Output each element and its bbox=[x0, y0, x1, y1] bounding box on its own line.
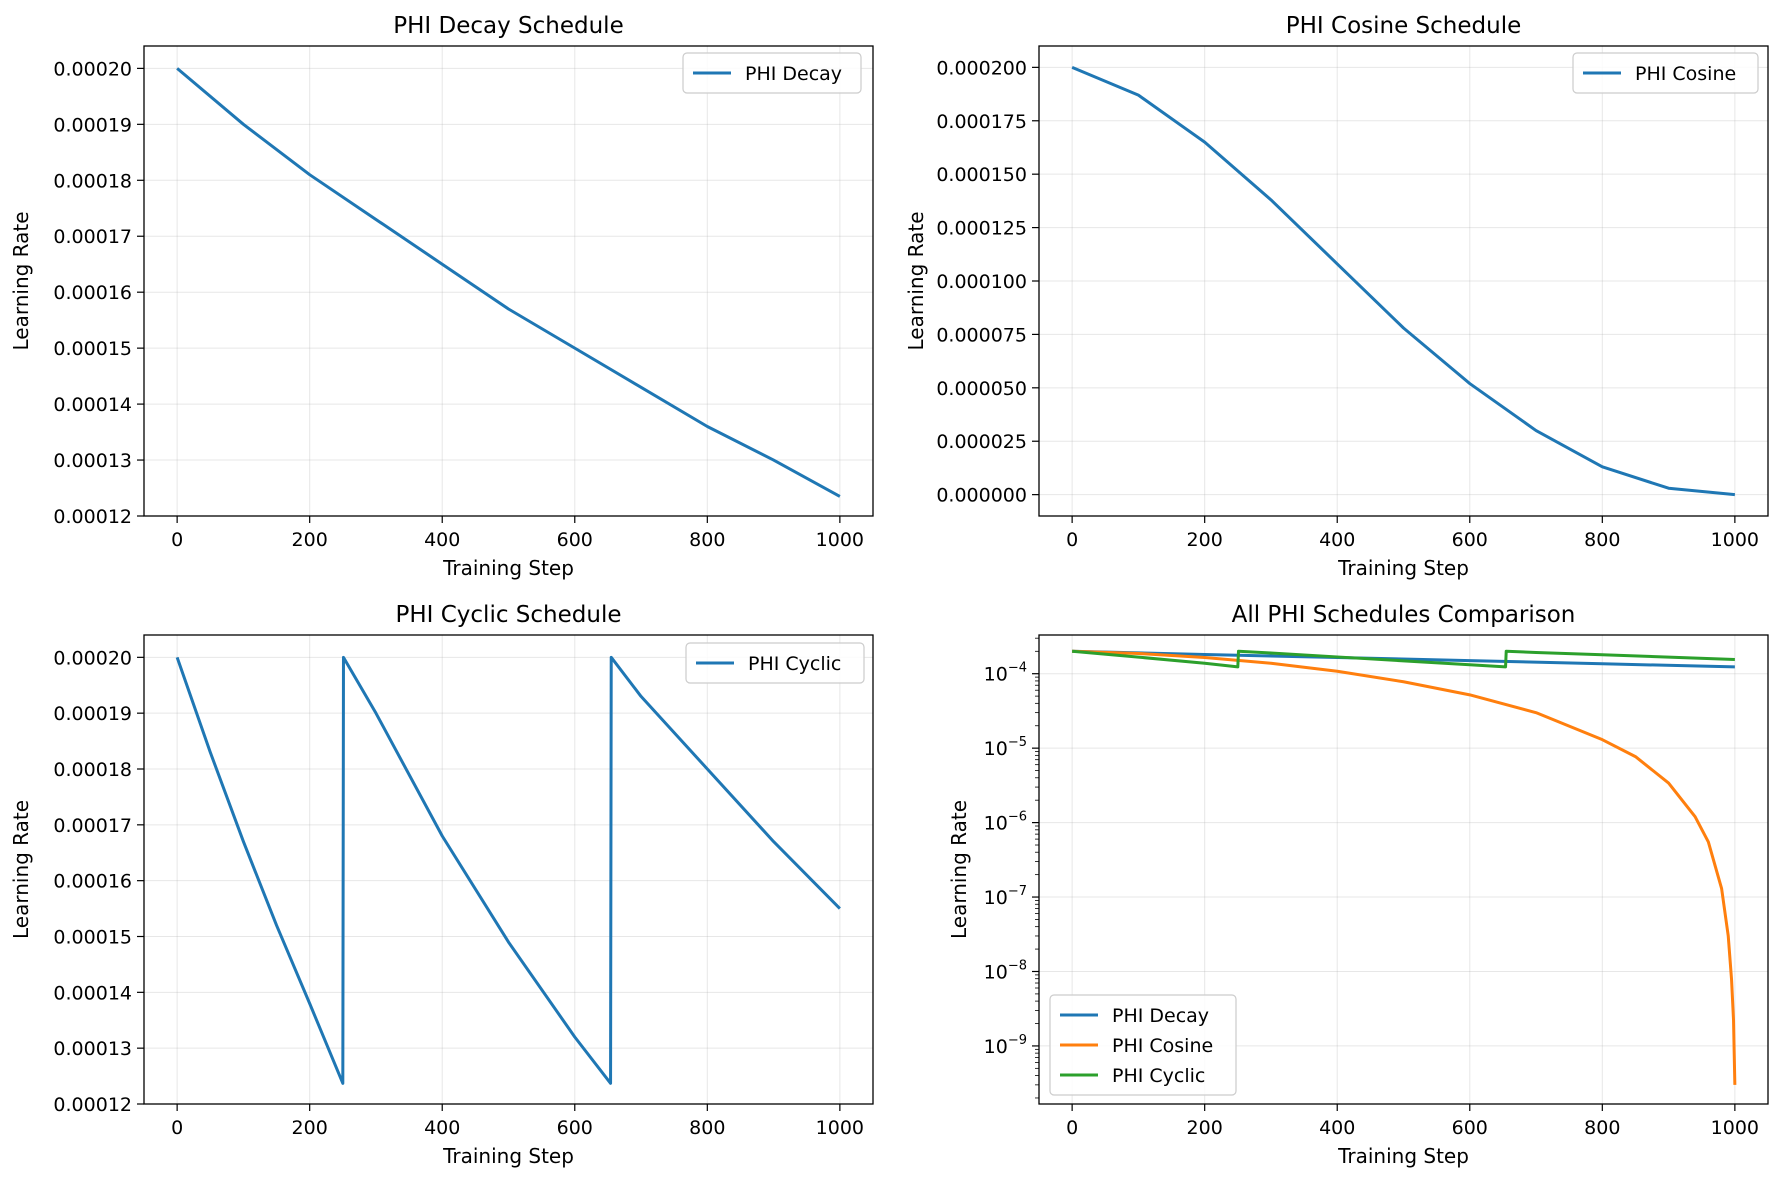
axes-frame bbox=[1038, 634, 1769, 1105]
x-tick-label: 0 bbox=[171, 529, 183, 551]
y-tick-label: 0.000025 bbox=[936, 431, 1027, 453]
legend-label: PHI Cosine bbox=[1635, 63, 1736, 85]
y-tick-label: 0.00018 bbox=[53, 170, 132, 192]
legend: PHI Cosine bbox=[1572, 52, 1759, 94]
y-tick-label: 0.000050 bbox=[936, 378, 1027, 400]
y-tick-label: 0.00015 bbox=[53, 927, 132, 949]
y-tick-label: 0.00013 bbox=[53, 450, 132, 472]
legend: PHI Decay PHI Cosine PHI Cyclic bbox=[1049, 994, 1237, 1096]
x-tick-label: 1000 bbox=[1711, 1117, 1759, 1139]
chart-title: PHI Cosine Schedule bbox=[1286, 13, 1522, 39]
x-tick-label: 200 bbox=[1187, 1117, 1223, 1139]
y-axis-label: Learning Rate bbox=[904, 211, 928, 350]
chart-title: PHI Cyclic Schedule bbox=[395, 602, 621, 628]
y-tick-label: 10−4 bbox=[984, 661, 1027, 686]
x-tick-label: 1000 bbox=[816, 529, 864, 551]
x-tick-label: 200 bbox=[292, 529, 328, 551]
chart-panel-2: 0 200 400 600 800 1000 0.000000 0.000025 0.00005… bbox=[904, 13, 1769, 580]
chart-title: All PHI Schedules Comparison bbox=[1232, 602, 1576, 628]
y-tick-label: 0.00014 bbox=[53, 394, 132, 416]
legend-label: PHI Decay bbox=[745, 63, 842, 85]
y-tick-label: 0.00015 bbox=[53, 338, 132, 360]
legend-box bbox=[1572, 52, 1759, 94]
legend: PHI Cyclic bbox=[685, 642, 865, 684]
x-tick-label: 1000 bbox=[1711, 529, 1759, 551]
legend-label: PHI Cosine bbox=[1112, 1035, 1213, 1057]
y-tick-label: 0.00014 bbox=[53, 982, 132, 1004]
x-tick-label: 600 bbox=[1452, 1117, 1488, 1139]
axes-frame bbox=[143, 634, 874, 1105]
legend-label: PHI Cyclic bbox=[748, 653, 841, 675]
legend-label: PHI Cyclic bbox=[1112, 1065, 1205, 1087]
y-tick-label: 0.000000 bbox=[936, 485, 1027, 507]
y-tick-label: 0.00016 bbox=[53, 871, 132, 893]
y-tick-label: 0.00017 bbox=[53, 226, 132, 248]
series-line bbox=[176, 67, 841, 498]
axes-frame bbox=[143, 45, 874, 517]
chart-panel-1: 0 200 400 600 800 1000 0.00012 0.00013 0.00014 0.… bbox=[9, 13, 874, 580]
x-tick-label: 200 bbox=[292, 1117, 328, 1139]
y-tick-label: 0.00012 bbox=[53, 506, 132, 528]
x-tick-label: 800 bbox=[1584, 529, 1620, 551]
series-line bbox=[1072, 649, 1735, 669]
series-line bbox=[1072, 649, 1737, 1085]
y-tick-label: 10−8 bbox=[984, 958, 1027, 983]
chart-title: PHI Decay Schedule bbox=[393, 13, 623, 39]
x-tick-label: 600 bbox=[557, 1117, 593, 1139]
y-tick-label: 0.00019 bbox=[53, 114, 132, 136]
y-tick-label: 0.000100 bbox=[936, 271, 1027, 293]
x-tick-label: 200 bbox=[1187, 529, 1223, 551]
x-tick-label: 800 bbox=[1584, 1117, 1620, 1139]
y-tick-label: 0.00020 bbox=[53, 58, 132, 80]
x-tick-label: 1000 bbox=[816, 1117, 864, 1139]
x-tick-label: 0 bbox=[1066, 529, 1078, 551]
x-tick-label: 400 bbox=[424, 1117, 460, 1139]
y-tick-label: 0.000125 bbox=[936, 218, 1027, 240]
x-axis-label: Training Step bbox=[442, 1144, 574, 1168]
series-line bbox=[1072, 649, 1735, 669]
x-tick-label: 400 bbox=[424, 529, 460, 551]
y-tick-label: 0.00020 bbox=[53, 647, 132, 669]
axes-frame bbox=[1038, 45, 1769, 517]
x-tick-label: 600 bbox=[1452, 529, 1488, 551]
y-tick-label: 10−6 bbox=[984, 810, 1027, 835]
x-tick-label: 800 bbox=[689, 529, 725, 551]
legend-box bbox=[1049, 994, 1237, 1096]
x-tick-label: 400 bbox=[1319, 1117, 1355, 1139]
legend-box bbox=[682, 52, 862, 94]
y-tick-label: 0.00018 bbox=[53, 759, 132, 781]
legend-box bbox=[685, 642, 865, 684]
y-tick-label: 0.00012 bbox=[53, 1094, 132, 1116]
legend-label: PHI Decay bbox=[1112, 1005, 1209, 1027]
y-tick-label: 0.00016 bbox=[53, 282, 132, 304]
y-tick-label: 0.000150 bbox=[936, 164, 1027, 186]
y-tick-label: 0.00019 bbox=[53, 703, 132, 725]
series-line bbox=[1071, 65, 1736, 497]
y-axis-label: Learning Rate bbox=[947, 800, 971, 939]
x-tick-label: 600 bbox=[557, 529, 593, 551]
y-tick-label: 0.00017 bbox=[53, 815, 132, 837]
y-tick-label: 10−5 bbox=[984, 735, 1027, 760]
y-tick-label: 10−9 bbox=[984, 1033, 1027, 1058]
series-line bbox=[175, 655, 841, 1085]
y-tick-label: 10−7 bbox=[984, 884, 1027, 909]
legend: PHI Decay bbox=[682, 52, 862, 94]
y-tick-label: 0.000175 bbox=[936, 111, 1027, 133]
y-tick-label: 0.00013 bbox=[53, 1038, 132, 1060]
x-axis-label: Training Step bbox=[1337, 1144, 1469, 1168]
x-tick-label: 800 bbox=[689, 1117, 725, 1139]
x-axis-label: Training Step bbox=[1337, 556, 1469, 580]
y-axis-label: Learning Rate bbox=[9, 211, 33, 350]
y-axis-label: Learning Rate bbox=[9, 800, 33, 939]
x-tick-label: 0 bbox=[171, 1117, 183, 1139]
chart-panel-3: 0 200 400 600 800 1000 0.00012 0.00013 0.00014 0.… bbox=[9, 602, 874, 1168]
y-tick-label: 0.000075 bbox=[936, 324, 1027, 346]
chart-panel-4: 0 200 400 600 800 1000 10−9 10−8 10−7 10−6 10−5 10−… bbox=[947, 602, 1769, 1168]
x-tick-label: 400 bbox=[1319, 529, 1355, 551]
x-axis-label: Training Step bbox=[442, 556, 574, 580]
y-tick-label: 0.000200 bbox=[936, 57, 1027, 79]
x-tick-label: 0 bbox=[1066, 1117, 1078, 1139]
